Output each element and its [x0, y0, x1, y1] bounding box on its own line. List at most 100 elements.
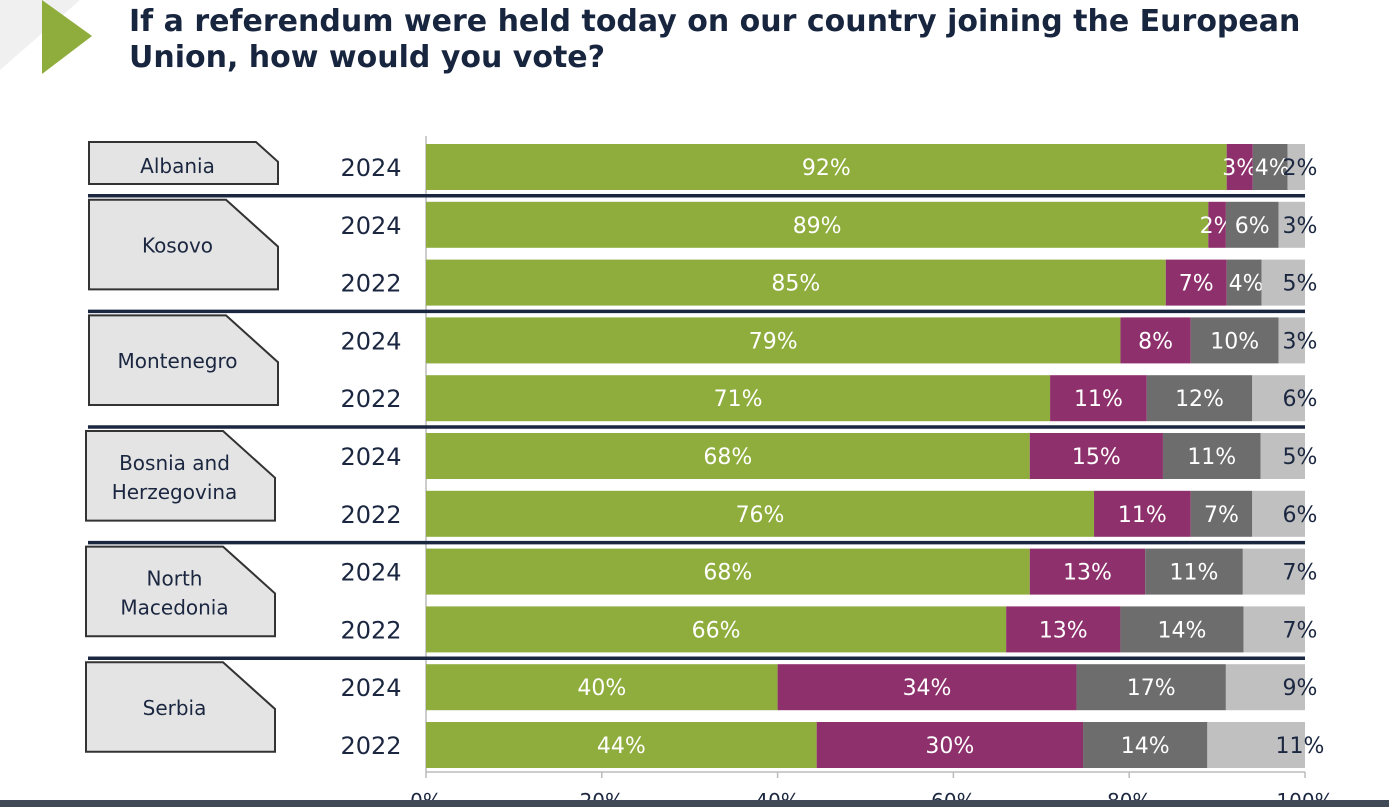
data-label: 7%	[1204, 503, 1239, 528]
data-label: 13%	[1063, 561, 1112, 586]
data-label: 11%	[1170, 561, 1219, 586]
bar-segment	[1190, 490, 1253, 537]
bar-segment	[1083, 722, 1208, 768]
data-label: 66%	[692, 618, 741, 643]
green-arrow-icon	[42, 0, 92, 74]
bar-segment	[426, 490, 1095, 537]
bar-segment	[1120, 317, 1191, 364]
data-label: 6%	[1283, 503, 1318, 528]
country-label-box	[85, 545, 276, 638]
data-label: 68%	[703, 445, 752, 470]
data-label: 89%	[793, 214, 842, 239]
bar-segment	[1261, 259, 1305, 306]
bar-segment	[426, 259, 1166, 306]
data-label: 3%	[1283, 329, 1318, 354]
data-label: 11%	[1118, 503, 1167, 528]
bar-segment	[1190, 317, 1279, 364]
year-label: 2024	[340, 212, 401, 240]
bar-segment	[426, 144, 1227, 190]
data-label: 6%	[1283, 387, 1318, 412]
data-label: 44%	[597, 734, 646, 759]
year-label: 2022	[340, 616, 401, 644]
bar-segment	[1162, 433, 1261, 479]
bar-segment	[426, 317, 1121, 364]
bar-segment	[426, 201, 1209, 248]
country-label: Kosovo	[142, 234, 213, 258]
data-label: 6%	[1235, 214, 1270, 239]
chart-title: If a referendum were held today on our c…	[129, 4, 1301, 75]
data-label: 14%	[1157, 618, 1206, 643]
bar-segment	[1165, 259, 1227, 306]
data-label: 10%	[1210, 329, 1259, 354]
bar-segment	[1208, 201, 1226, 248]
data-label: 12%	[1175, 387, 1224, 412]
bar-segment	[426, 664, 778, 711]
data-label: 7%	[1179, 272, 1214, 297]
data-label: 5%	[1283, 272, 1318, 297]
bar-segment	[1252, 490, 1305, 537]
data-label: 13%	[1039, 618, 1088, 643]
data-label: 8%	[1138, 329, 1173, 354]
bar-segment	[1029, 433, 1163, 479]
bar-segment	[1252, 144, 1288, 190]
bar-segment	[1225, 201, 1279, 248]
bar-segment	[1260, 433, 1305, 479]
country-label: Macedonia	[120, 595, 228, 619]
data-label: 17%	[1127, 676, 1176, 701]
data-label: 5%	[1283, 445, 1318, 470]
data-label: 7%	[1283, 618, 1318, 643]
data-label: 3%	[1283, 214, 1318, 239]
year-label: 2024	[340, 443, 401, 471]
country-label: Montenegro	[117, 349, 237, 373]
bar-segment	[426, 548, 1030, 595]
bar-segment	[426, 722, 817, 768]
bar-segment	[816, 722, 1084, 768]
bar-segment	[777, 664, 1077, 711]
year-label: 2024	[340, 559, 401, 587]
data-label: 15%	[1072, 445, 1121, 470]
data-label: 4%	[1255, 156, 1290, 181]
data-label: 76%	[736, 503, 785, 528]
data-label: 9%	[1283, 676, 1318, 701]
bar-segment	[1242, 548, 1305, 595]
bar-segment	[1006, 606, 1121, 653]
bar-segment	[426, 375, 1051, 422]
country-label-box	[85, 430, 276, 522]
year-label: 2024	[340, 154, 401, 182]
country-label: Bosnia and	[119, 451, 230, 475]
header-decoration	[0, 0, 92, 74]
country-label: Albania	[140, 154, 215, 178]
data-label: 71%	[714, 387, 763, 412]
bar-segment	[1207, 722, 1305, 768]
country-label: North	[147, 566, 203, 590]
bar-segment	[426, 433, 1030, 479]
data-label: 11%	[1276, 734, 1325, 759]
data-label: 34%	[903, 676, 952, 701]
bar-segment	[1145, 548, 1243, 595]
year-label: 2022	[340, 385, 401, 413]
bar-segment	[1050, 375, 1147, 422]
bar-segment	[1287, 144, 1305, 190]
data-label: 11%	[1074, 387, 1123, 412]
bar-segment	[1226, 144, 1253, 190]
data-label: 40%	[577, 676, 626, 701]
data-label: 7%	[1283, 561, 1318, 586]
year-label: 2024	[340, 674, 401, 702]
data-label: 4%	[1229, 272, 1264, 297]
year-label: 2022	[340, 732, 401, 760]
bar-segment	[1252, 375, 1305, 422]
data-label: 85%	[771, 272, 820, 297]
bar-segment	[1029, 548, 1146, 595]
bar-segment	[1120, 606, 1244, 653]
bar-segment	[1094, 490, 1191, 537]
bar-segment	[1225, 664, 1305, 711]
country-label-box	[88, 314, 279, 406]
data-label: 11%	[1187, 445, 1236, 470]
bar-segment	[1226, 259, 1262, 306]
bar-segment	[1278, 317, 1305, 364]
country-label: Serbia	[143, 696, 207, 720]
country-label-box	[88, 141, 279, 185]
bar-segment	[1278, 201, 1305, 248]
bar-segment	[1076, 664, 1226, 711]
